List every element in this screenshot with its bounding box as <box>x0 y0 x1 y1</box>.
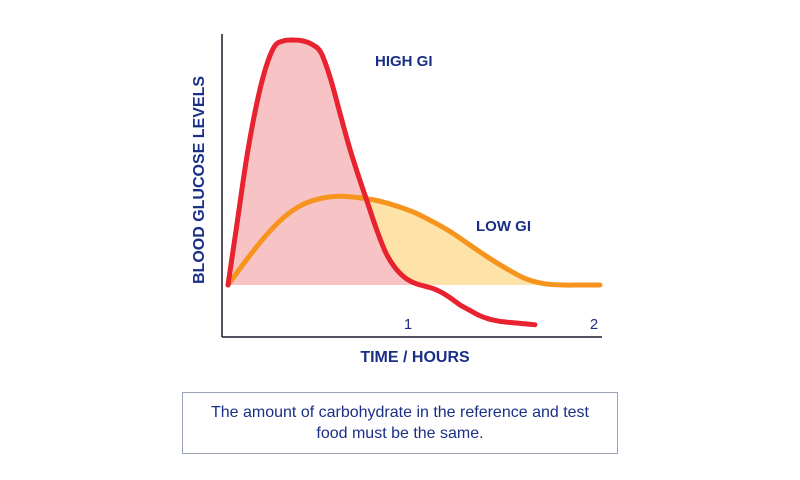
series-lines <box>225 37 603 328</box>
x-tick-label-2: 2 <box>590 316 598 333</box>
series-label-low-gi: LOW GI <box>476 218 531 235</box>
series-fills <box>228 39 600 286</box>
note-text: The amount of carbohydrate in the refere… <box>210 404 589 442</box>
series-label-high-gi: HIGH GI <box>375 53 433 70</box>
x-tick-label-1: 1 <box>404 316 412 333</box>
series-labels: HIGH GI LOW GI <box>375 53 531 235</box>
series-line-low-gi <box>225 193 603 288</box>
series-line-high-gi <box>225 37 538 328</box>
x-axis-label: TIME / HOURS <box>360 349 470 366</box>
series-fill-high-gi <box>228 39 535 286</box>
y-axis-label: BLOOD GLUCOSE LEVELS <box>191 76 208 284</box>
note-box: The amount of carbohydrate in the refere… <box>182 392 618 454</box>
